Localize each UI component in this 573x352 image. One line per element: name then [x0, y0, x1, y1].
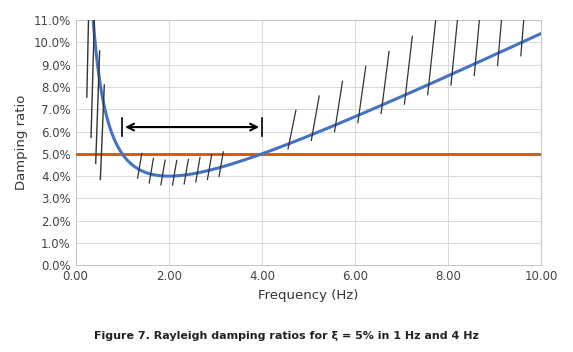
X-axis label: Frequency (Hz): Frequency (Hz) — [258, 289, 359, 302]
Text: Figure 7. Rayleigh damping ratios for ξ = 5% in 1 Hz and 4 Hz: Figure 7. Rayleigh damping ratios for ξ … — [94, 332, 479, 341]
Y-axis label: Damping ratio: Damping ratio — [15, 95, 28, 190]
